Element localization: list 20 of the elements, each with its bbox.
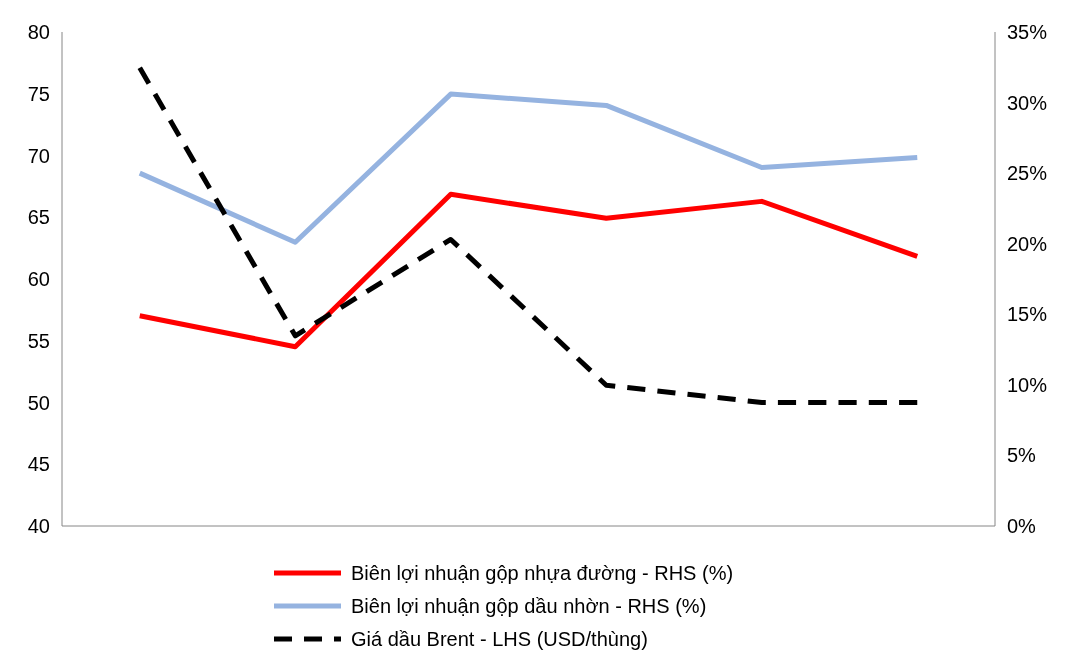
legend-label: Biên lợi nhuận gộp dầu nhờn - RHS (%) [351, 595, 707, 617]
y-tick-label: 45 [27, 453, 50, 476]
y-tick-label: 50 [27, 391, 50, 414]
y2-tick-label: 0% [1007, 515, 1037, 537]
y2-tick-label: 30% [1007, 91, 1048, 114]
y-tick-label: 70 [27, 144, 50, 167]
y-tick-label: 65 [27, 206, 50, 229]
y2-tick-label: 20% [1007, 232, 1048, 255]
y2-tick-label: 10% [1007, 373, 1048, 396]
y2-tick-label: 35% [1007, 21, 1048, 43]
legend-label: Biên lợi nhuận gộp nhựa đường - RHS (%) [351, 562, 734, 584]
y2-tick-label: 15% [1007, 303, 1048, 326]
y-tick-label: 55 [27, 329, 50, 352]
y-tick-label: 40 [27, 515, 50, 537]
legend-label: Giá dầu Brent - LHS (USD/thùng) [351, 628, 648, 650]
y-tick-label: 80 [27, 21, 50, 43]
y-tick-label: 60 [27, 268, 50, 290]
y-tick-label: 75 [27, 82, 50, 105]
y2-tick-label: 5% [1007, 444, 1037, 467]
y2-tick-label: 25% [1007, 162, 1048, 185]
